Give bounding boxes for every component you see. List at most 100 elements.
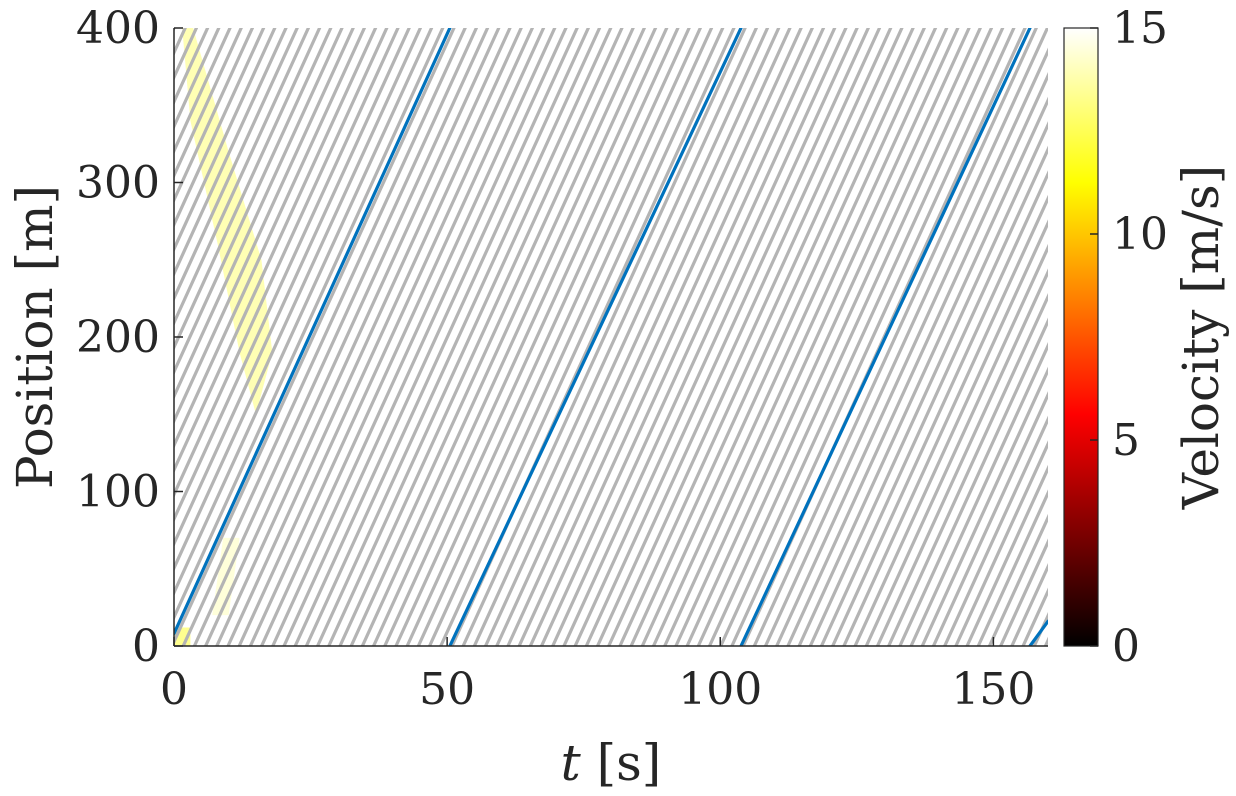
vehicle-trajectory <box>174 28 378 474</box>
colorbar-label: Velocity [m/s] <box>1172 165 1230 510</box>
vehicle-trajectory <box>174 28 456 646</box>
vehicle-trajectory <box>853 219 1048 646</box>
vehicle-trajectory <box>174 28 344 401</box>
vehicle-trajectory <box>192 28 478 646</box>
vehicle-trajectory <box>595 28 882 646</box>
vehicle-trajectory <box>618 28 904 646</box>
x-axis-label-unit: [s] <box>581 734 662 792</box>
colorbar-tick-label: 15 <box>1112 3 1168 54</box>
vehicle-trajectory <box>226 28 512 646</box>
vehicle-trajectory <box>730 28 1016 646</box>
vehicle-trajectories <box>174 28 1048 646</box>
vehicle-trajectory <box>248 28 534 646</box>
vehicle-trajectory <box>674 28 960 646</box>
vehicle-trajectory <box>831 170 1048 646</box>
vehicle-trajectory <box>517 28 803 646</box>
vehicle-trajectory <box>696 28 982 646</box>
vehicle-trajectory <box>943 415 1048 646</box>
highlighted-trajectory-segment <box>1028 619 1048 646</box>
vehicle-trajectory <box>383 28 669 646</box>
vehicle-trajectory <box>360 28 646 646</box>
vehicle-trajectory <box>174 28 434 597</box>
vehicle-trajectory <box>629 28 915 646</box>
vehicle-trajectory <box>483 28 770 646</box>
vehicle-trajectory <box>819 145 1048 646</box>
y-tick-label: 0 <box>132 621 160 672</box>
x-axis-ticks: 0 50 100 150 <box>160 637 1035 715</box>
vehicle-trajectory <box>495 28 781 646</box>
colorbar-gradient <box>1063 27 1099 647</box>
y-axis-label: Position [m] <box>6 185 64 489</box>
highlighted-trajectory-segment <box>739 28 1032 646</box>
vehicle-trajectory <box>349 28 635 646</box>
vehicle-trajectory <box>786 72 1048 646</box>
vehicle-trajectory <box>920 366 1048 646</box>
vehicle-trajectory <box>763 28 1048 646</box>
vehicle-trajectory <box>887 292 1048 646</box>
vehicle-trajectory <box>808 121 1048 646</box>
vehicle-trajectory <box>371 28 658 646</box>
vehicle-trajectory <box>394 28 680 646</box>
vehicle-trajectory <box>562 28 848 646</box>
vehicle-trajectory <box>174 28 266 229</box>
vehicle-trajectory <box>461 28 747 646</box>
vehicle-trajectory <box>663 28 949 646</box>
vehicle-trajectory <box>174 28 389 499</box>
vehicle-trajectory <box>439 28 725 646</box>
vehicle-trajectory <box>174 28 422 572</box>
x-tick-label: 50 <box>419 664 475 715</box>
vehicle-trajectory <box>416 28 702 646</box>
vehicle-trajectory <box>506 28 792 646</box>
vehicle-trajectory <box>539 28 826 646</box>
vehicle-trajectory <box>338 28 624 646</box>
vehicle-trajectory <box>976 489 1048 646</box>
vehicle-trajectory <box>315 28 602 646</box>
vehicle-trajectory <box>797 96 1048 646</box>
vehicle-trajectory <box>174 28 254 204</box>
vehicle-trajectory <box>304 28 590 646</box>
vehicle-trajectory <box>174 28 299 302</box>
vehicle-trajectory <box>174 28 288 278</box>
vehicle-trajectory <box>174 28 243 180</box>
vehicle-trajectory <box>965 464 1048 646</box>
colorbar-ticks: 0 5 10 15 <box>1090 3 1168 672</box>
x-axis-label-variable: t <box>561 734 582 792</box>
colorbar-tick-label: 0 <box>1112 621 1140 672</box>
vehicle-trajectory <box>954 440 1048 646</box>
vehicle-trajectory <box>584 28 870 646</box>
vehicle-trajectory <box>472 28 758 646</box>
x-axis-label: t [s] <box>561 734 662 792</box>
vehicle-trajectory <box>842 194 1048 646</box>
y-axis-ticks: 0 100 200 300 400 <box>76 3 183 672</box>
high-speed-region <box>182 28 273 415</box>
vehicle-trajectory <box>573 28 859 646</box>
y-tick-label: 100 <box>76 467 160 518</box>
vehicle-trajectory <box>174 28 445 621</box>
vehicle-trajectory <box>174 28 333 376</box>
x-tick-label: 150 <box>951 664 1035 715</box>
vehicle-trajectory <box>909 342 1048 646</box>
vehicle-trajectory <box>204 28 490 646</box>
vehicle-trajectory <box>607 28 893 646</box>
vehicle-trajectory <box>293 28 579 646</box>
x-tick-label: 0 <box>160 664 188 715</box>
vehicle-trajectory <box>640 28 926 646</box>
vehicle-trajectory <box>327 28 613 646</box>
highlighted-vehicle-trajectory <box>174 28 1048 646</box>
vehicle-trajectory <box>551 28 837 646</box>
highlighted-trajectory-segment <box>448 28 743 646</box>
vehicle-trajectory <box>685 28 971 646</box>
y-tick-label: 400 <box>76 3 160 54</box>
vehicle-trajectory <box>181 28 467 646</box>
vehicle-trajectory <box>775 47 1048 646</box>
vehicle-trajectory <box>931 391 1048 646</box>
colorbar <box>1063 27 1099 647</box>
vehicle-trajectory <box>864 243 1048 646</box>
vehicle-trajectory <box>707 28 994 646</box>
vehicle-trajectory <box>999 538 1048 646</box>
vehicle-trajectory <box>271 28 557 646</box>
vehicle-trajectory <box>174 28 277 253</box>
x-tick-label: 100 <box>678 664 762 715</box>
vehicle-trajectory <box>237 28 523 646</box>
